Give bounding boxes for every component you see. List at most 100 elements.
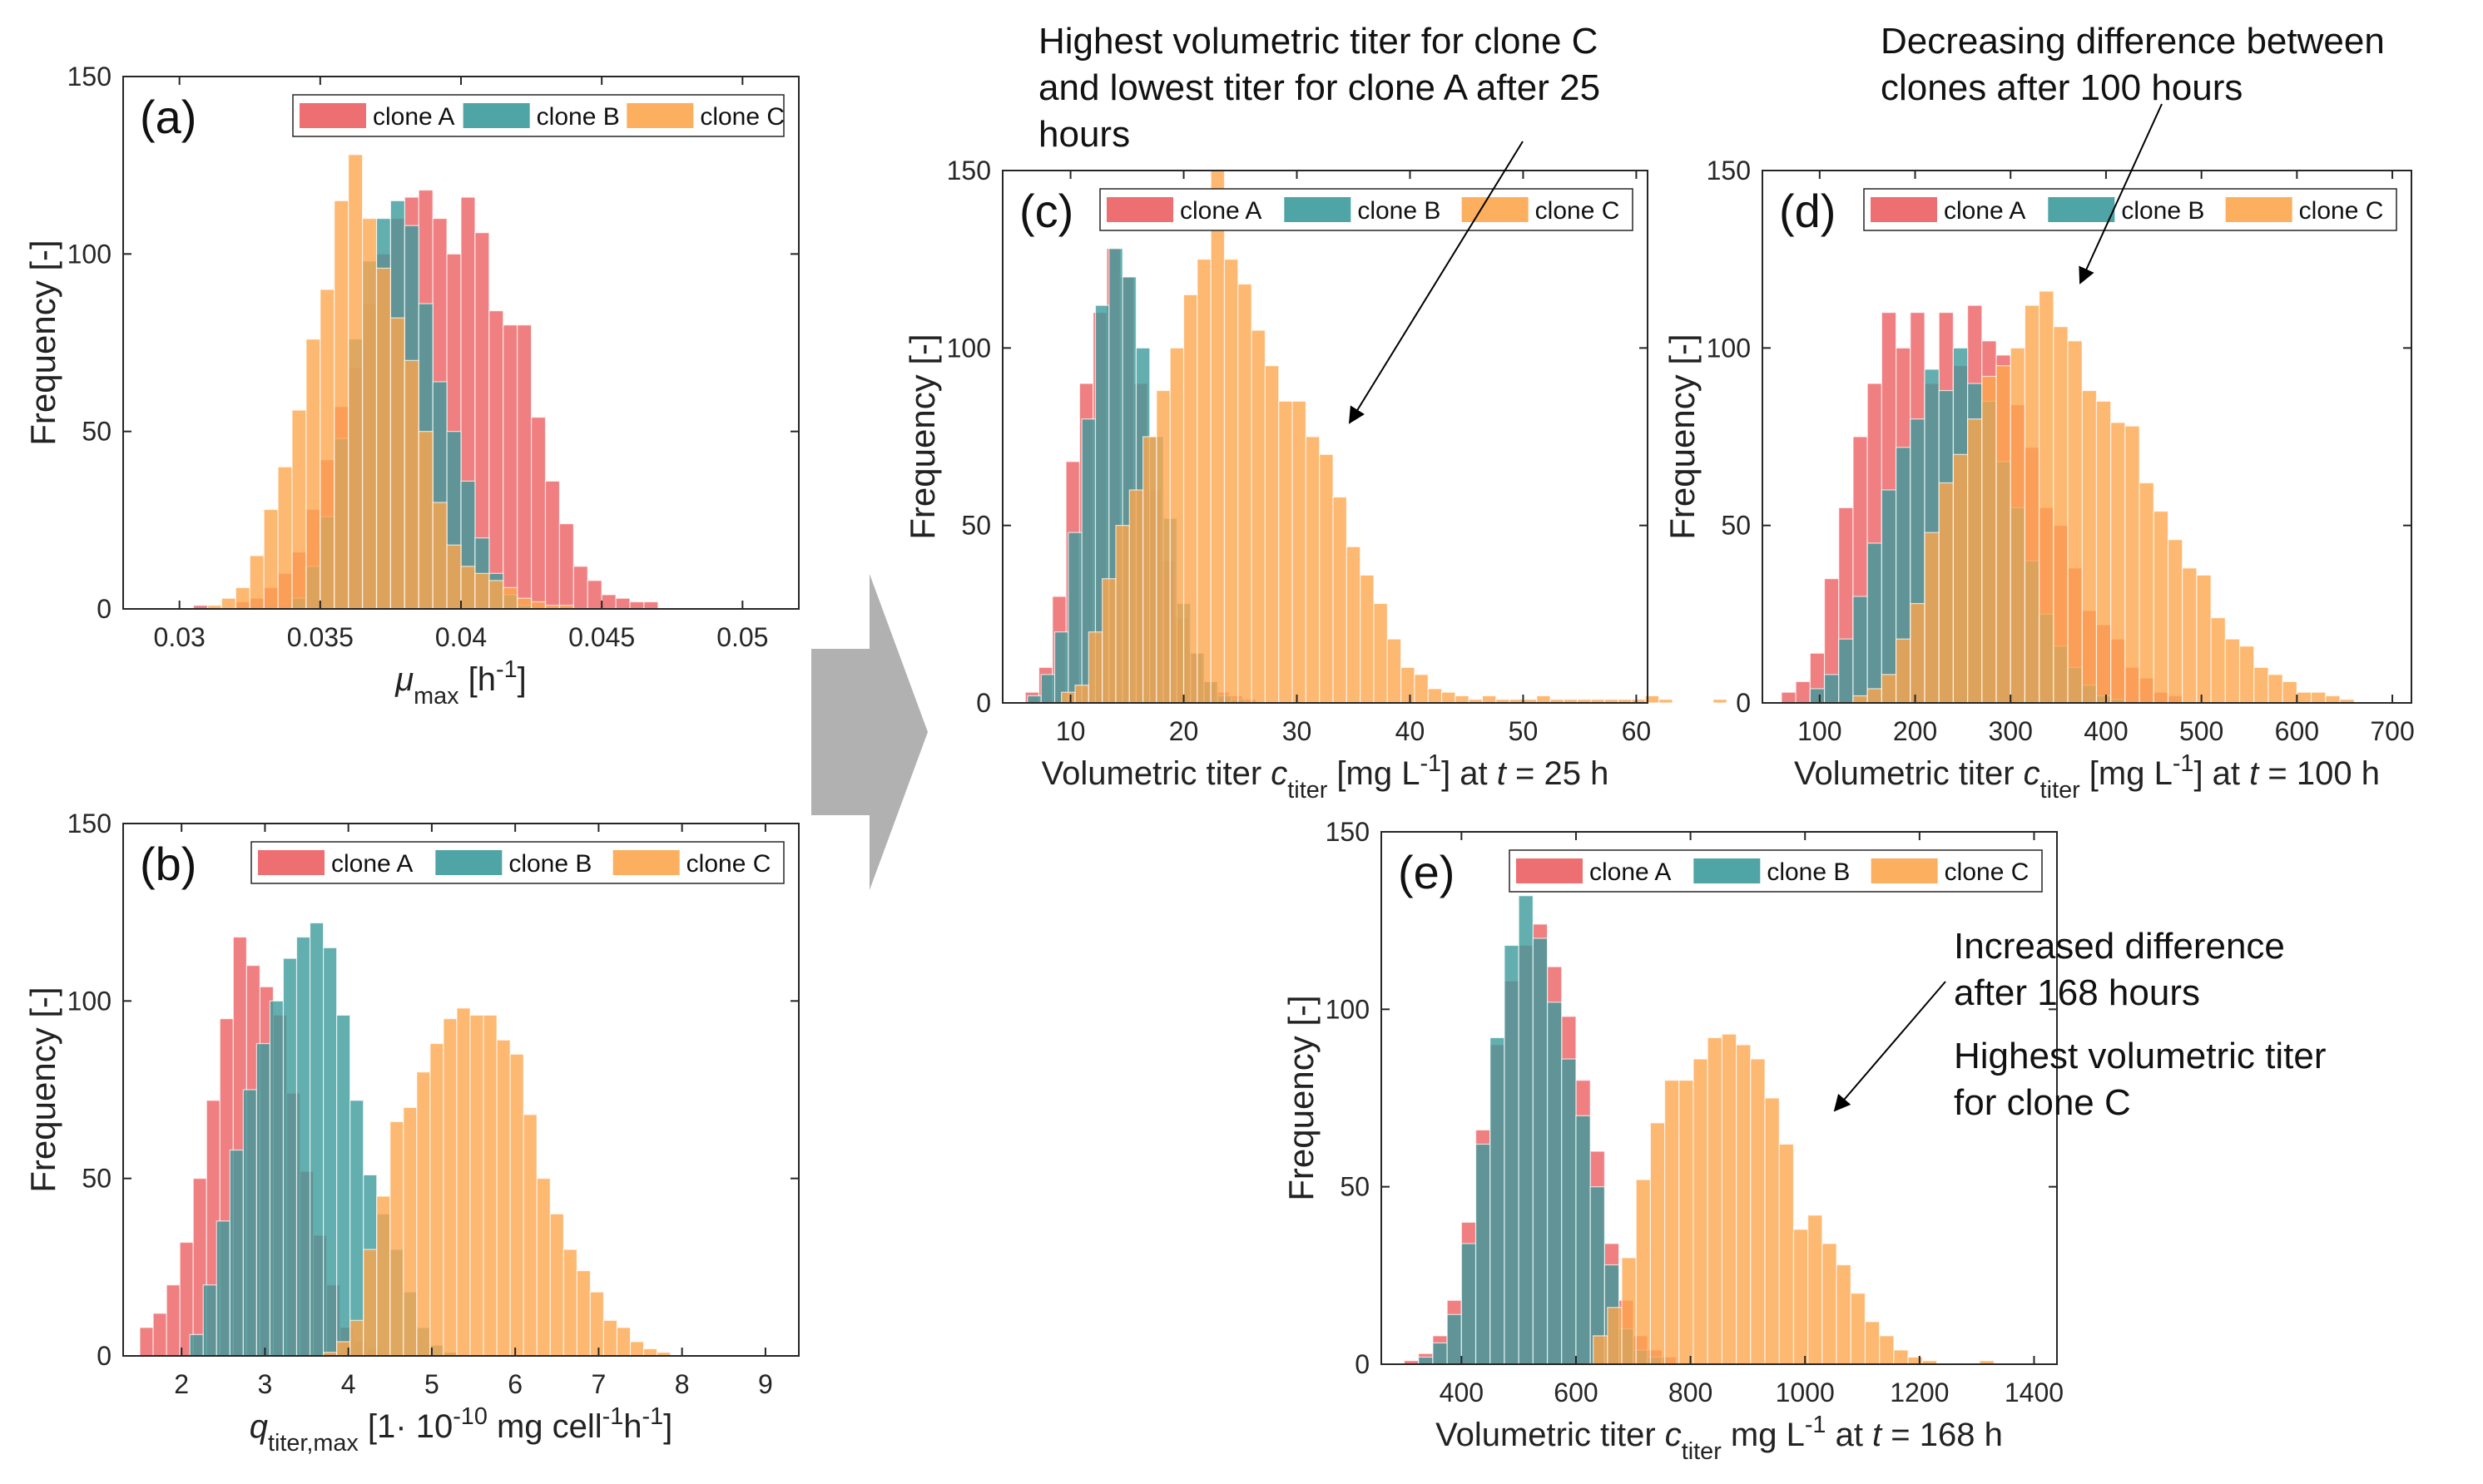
legend-swatch-e-1 — [1516, 858, 1583, 883]
legend-label-e-1: clone A — [1589, 858, 1671, 886]
bar-b-3-6 — [403, 1106, 418, 1357]
bar-c-3-8 — [1169, 347, 1185, 704]
xtick-label-c-1: 20 — [1169, 716, 1199, 746]
bar-c-3-24 — [1386, 638, 1402, 704]
bar-c-2-3 — [1068, 532, 1083, 704]
bar-b-3-7 — [416, 1071, 431, 1357]
bar-d-3-2 — [1881, 674, 1897, 704]
bar-c-3-25 — [1400, 666, 1415, 704]
bar-d-3-4 — [1910, 602, 1925, 704]
bar-b-2-3 — [229, 1149, 244, 1357]
bar-e-2-0 — [1418, 1356, 1434, 1365]
bar-c-3-35 — [1536, 695, 1551, 704]
bar-c-3-5 — [1128, 489, 1144, 704]
legend-swatch-e-2 — [1693, 858, 1761, 883]
bar-d-3-8 — [1967, 418, 1983, 704]
xtick-label-c-5: 60 — [1622, 716, 1652, 746]
bar-e-3-21 — [1893, 1349, 1909, 1365]
bar-e-3-10 — [1736, 1044, 1752, 1365]
ytick-label-d-2: 100 — [1707, 333, 1751, 363]
ytick-label-a-0: 0 — [97, 594, 112, 624]
ytick-label-b-1: 50 — [82, 1164, 112, 1194]
xtick-label-a-3: 0.045 — [568, 622, 635, 652]
xlabel-a: μmax [h-1] — [394, 656, 527, 710]
bar-b-3-24 — [642, 1348, 658, 1357]
bar-d-3-23 — [2182, 567, 2198, 704]
legend-label-a-2: clone B — [537, 103, 620, 131]
legend-swatch-c-1 — [1107, 197, 1173, 222]
bar-e-3-20 — [1879, 1335, 1895, 1365]
legend-label-a-3: clone C — [700, 103, 785, 131]
legend-b: clone A clone B clone C — [250, 841, 785, 884]
bar-e-3-5 — [1664, 1080, 1680, 1365]
annotation-line: Decreasing difference between — [1881, 21, 2385, 62]
bar-b-3-20 — [589, 1291, 605, 1357]
bar-a-1-25 — [544, 480, 561, 610]
bar-a-3-14 — [404, 359, 419, 610]
bar-a-3-13 — [389, 317, 405, 610]
bar-b-3-12 — [483, 1014, 498, 1357]
bar-c-3-2 — [1088, 631, 1103, 704]
bar-e-3-3 — [1635, 1179, 1652, 1365]
bar-d-3-16 — [2081, 389, 2098, 704]
annotation-line: hours — [1038, 114, 1130, 155]
bar-a-1-24 — [530, 417, 547, 610]
bar-c-3-28 — [1440, 691, 1456, 704]
bar-c-3-9 — [1182, 294, 1198, 704]
bar-a-3-3 — [249, 555, 265, 610]
ytick-label-c-2: 100 — [947, 333, 991, 363]
series-e-3 — [1593, 1033, 1995, 1365]
transition-arrow — [811, 574, 928, 890]
bar-d-1-1 — [1795, 680, 1811, 704]
bar-a-1-27 — [572, 566, 588, 610]
bar-d-3-0 — [1852, 695, 1868, 704]
bar-c-3-11 — [1210, 170, 1226, 704]
bar-d-3-30 — [2282, 680, 2297, 704]
bar-d-3-15 — [2067, 340, 2083, 704]
bar-e-3-17 — [1836, 1264, 1851, 1365]
bar-c-3-6 — [1142, 436, 1157, 704]
bar-c-3-13 — [1237, 283, 1252, 704]
bar-b-2-4 — [242, 1089, 257, 1357]
legend-a: clone A clone B clone C — [292, 94, 785, 137]
xtick-label-c-2: 30 — [1282, 716, 1312, 746]
annotation-d-text: Decreasing difference between clones afte… — [1881, 21, 2385, 108]
series-b-3 — [322, 1007, 672, 1357]
bar-a-3-1 — [221, 597, 236, 610]
bar-d-3-33 — [2325, 695, 2341, 704]
bar-b-3-14 — [509, 1053, 524, 1357]
bar-b-3-23 — [629, 1341, 645, 1357]
bar-b-2-7 — [282, 957, 298, 1357]
bar-d-3-17 — [2095, 400, 2112, 704]
bar-a-3-16 — [432, 502, 448, 610]
ylabel-e: Frequency [-] — [1281, 995, 1321, 1200]
xtick-label-d-5: 600 — [2275, 716, 2319, 746]
bar-d-3-5 — [1924, 532, 1940, 704]
bar-e-3-16 — [1821, 1243, 1837, 1365]
bar-c-3-23 — [1373, 602, 1388, 704]
bar-d-1-0 — [1781, 691, 1797, 704]
bar-e-3-13 — [1778, 1143, 1795, 1365]
annotation-e: Increased difference after 168 hours High… — [1833, 926, 2326, 1123]
xtick-label-b-6: 8 — [675, 1369, 690, 1399]
bar-d-3-13 — [2039, 290, 2054, 704]
series-d-3 — [1852, 290, 2355, 704]
xtick-label-e-2: 800 — [1668, 1378, 1712, 1407]
ytick-label-d-1: 50 — [1721, 511, 1751, 541]
xtick-label-c-4: 50 — [1509, 716, 1539, 746]
legend-label-c-3: clone C — [1535, 197, 1620, 225]
bar-c-3-48 — [1712, 699, 1727, 704]
bar-e-2-1 — [1432, 1342, 1448, 1365]
legend-swatch-c-2 — [1284, 197, 1351, 222]
legend-label-d-1: clone A — [1944, 197, 2025, 225]
bar-d-3-32 — [2310, 691, 2327, 704]
legend-swatch-a-3 — [627, 103, 694, 128]
bar-b-3-8 — [429, 1042, 444, 1357]
bar-d-3-24 — [2196, 574, 2212, 704]
bar-d-2-0 — [1809, 688, 1826, 704]
legend-swatch-b-2 — [435, 850, 503, 875]
bar-d-3-26 — [2224, 638, 2241, 704]
annotation-c-text: Highest volumetric titer for clone C and … — [1038, 21, 1600, 155]
xtick-label-b-1: 3 — [258, 1369, 273, 1399]
annotation-e1-text: Increased difference after 168 hours — [1954, 926, 2285, 1013]
